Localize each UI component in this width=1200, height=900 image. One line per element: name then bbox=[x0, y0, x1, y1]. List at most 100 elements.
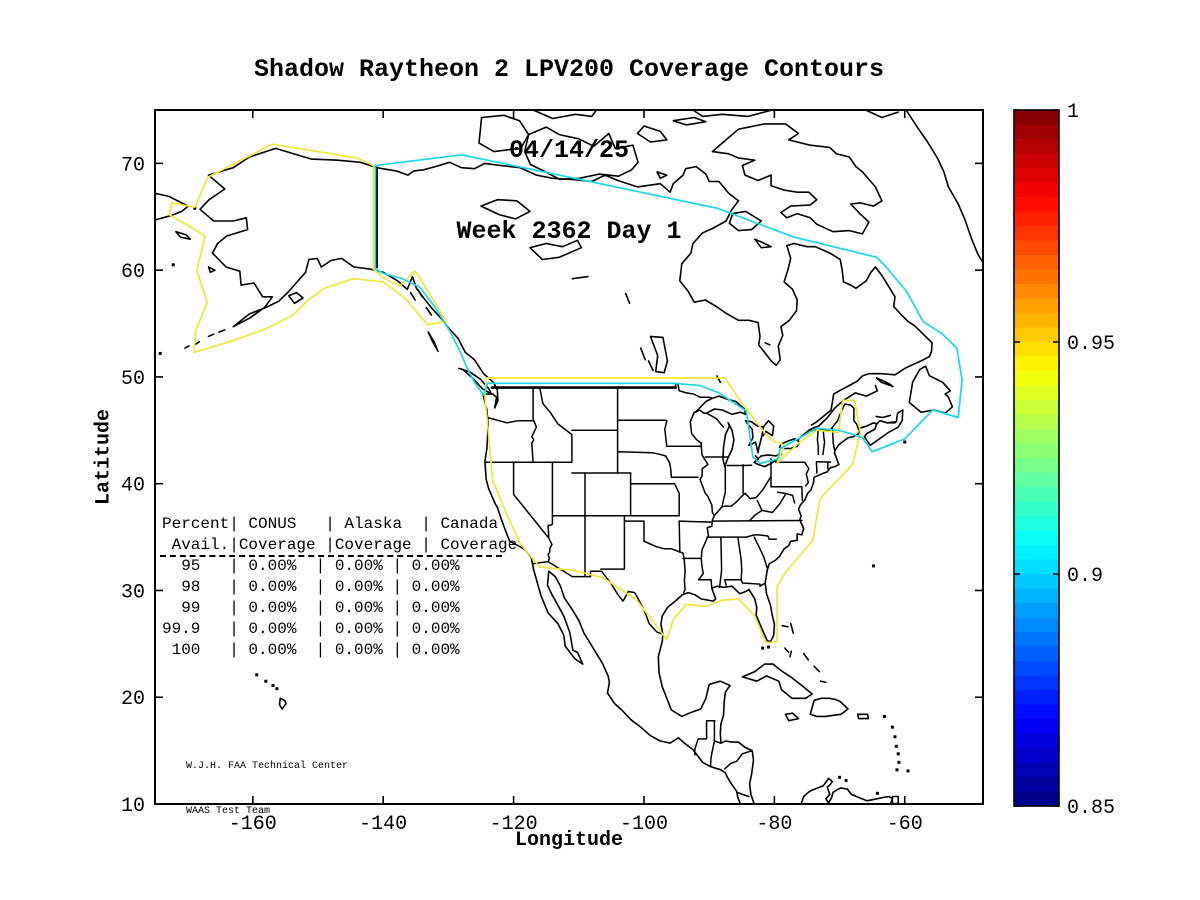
colorbar-band bbox=[1014, 530, 1059, 546]
colorbar-tick-label: 1 bbox=[1067, 101, 1079, 124]
small-island-marker bbox=[895, 768, 899, 772]
small-island-marker bbox=[894, 744, 898, 748]
state-border bbox=[689, 411, 703, 448]
coastline-layer bbox=[155, 110, 983, 804]
state-border bbox=[713, 476, 772, 517]
coastline bbox=[741, 663, 814, 700]
colorbar-band bbox=[1014, 298, 1059, 314]
state-border bbox=[673, 482, 680, 517]
coastline bbox=[425, 306, 433, 316]
small-island-marker bbox=[171, 263, 175, 267]
state-border bbox=[678, 520, 712, 523]
coastline bbox=[636, 125, 668, 143]
colorbar-band bbox=[1014, 371, 1059, 387]
colorbar-band bbox=[1014, 385, 1059, 401]
credit-text: W.J.H. FAA Technical Center WAAS Test Te… bbox=[186, 729, 348, 849]
colorbar-band bbox=[1014, 124, 1059, 140]
state-border bbox=[600, 514, 626, 570]
coastline bbox=[207, 266, 216, 274]
state-border bbox=[724, 579, 766, 587]
small-island-marker bbox=[275, 687, 279, 691]
colorbar-band bbox=[1014, 791, 1059, 807]
coastline bbox=[789, 650, 793, 658]
colorbar-band bbox=[1014, 255, 1059, 271]
coastline bbox=[908, 365, 954, 415]
coastline bbox=[672, 116, 707, 126]
coastline bbox=[657, 419, 896, 804]
coastline bbox=[624, 292, 631, 305]
small-island-marker bbox=[193, 206, 197, 210]
colorbar-band bbox=[1014, 211, 1059, 227]
colorbar-band bbox=[1014, 400, 1059, 416]
colorbar: 1 0.95 0.9 0.85 bbox=[1013, 101, 1115, 820]
canada-coverage-boundary-layer bbox=[374, 153, 963, 465]
state-border bbox=[623, 520, 645, 543]
state-border bbox=[712, 519, 803, 522]
colorbar-band bbox=[1014, 269, 1059, 285]
coastline bbox=[529, 239, 583, 261]
colorbar-tick-label: 0.95 bbox=[1067, 333, 1115, 356]
y-axis-label: Latitude bbox=[92, 408, 116, 506]
state-border bbox=[512, 461, 553, 563]
colorbar-band bbox=[1014, 762, 1059, 778]
coastline bbox=[532, 110, 598, 120]
state-border bbox=[822, 429, 826, 456]
coastline bbox=[856, 713, 870, 720]
state-border bbox=[664, 455, 673, 479]
state-border bbox=[709, 740, 716, 768]
coastline bbox=[416, 288, 424, 298]
colorbar-band bbox=[1014, 545, 1059, 561]
state-border bbox=[643, 540, 681, 553]
coastline bbox=[480, 198, 531, 220]
state-border bbox=[724, 749, 753, 770]
coastline bbox=[875, 414, 892, 419]
state-border bbox=[831, 403, 860, 430]
x-tick-label: -60 bbox=[887, 813, 923, 836]
state-border bbox=[736, 791, 750, 798]
credit-line-2: WAAS Test Team bbox=[186, 806, 271, 817]
colorbar-band bbox=[1014, 646, 1059, 662]
coastline bbox=[175, 230, 191, 240]
coastline bbox=[457, 367, 493, 395]
small-island-marker bbox=[767, 645, 771, 649]
colorbar-band bbox=[1014, 675, 1059, 691]
colorbar-band bbox=[1014, 632, 1059, 648]
state-border-layer bbox=[484, 382, 860, 798]
state-border bbox=[697, 445, 716, 581]
colorbar-band bbox=[1014, 284, 1059, 300]
colorbar-band bbox=[1014, 733, 1059, 749]
small-island-marker bbox=[158, 351, 162, 355]
coastline bbox=[783, 647, 790, 654]
coastline bbox=[796, 384, 879, 441]
small-island-marker bbox=[893, 735, 897, 739]
state-border bbox=[538, 386, 573, 464]
small-island-marker bbox=[883, 714, 887, 718]
state-border bbox=[770, 458, 803, 488]
state-border bbox=[816, 429, 820, 456]
state-border bbox=[737, 536, 743, 581]
state-border bbox=[664, 419, 668, 448]
colorbar-band bbox=[1014, 342, 1059, 358]
colorbar-band bbox=[1014, 429, 1059, 445]
coastline bbox=[875, 377, 894, 388]
coastline bbox=[218, 329, 226, 333]
coastline bbox=[728, 210, 763, 232]
coastline bbox=[744, 419, 765, 454]
coastline bbox=[287, 291, 304, 305]
state-border bbox=[724, 579, 727, 586]
colorbar-band bbox=[1014, 240, 1059, 256]
y-tick-label: 30 bbox=[121, 581, 145, 604]
x-tick-label: -80 bbox=[756, 813, 792, 836]
coastline bbox=[639, 347, 647, 361]
map-layer bbox=[155, 110, 983, 804]
colorbar-band bbox=[1014, 690, 1059, 706]
small-island-marker bbox=[838, 775, 842, 779]
state-border bbox=[705, 412, 725, 428]
colorbar-band bbox=[1014, 487, 1059, 503]
y-tick-label: 60 bbox=[121, 261, 145, 284]
coastline bbox=[409, 291, 416, 301]
coastline bbox=[813, 665, 821, 673]
national-border-layer bbox=[375, 166, 677, 389]
colorbar-band bbox=[1014, 327, 1059, 343]
